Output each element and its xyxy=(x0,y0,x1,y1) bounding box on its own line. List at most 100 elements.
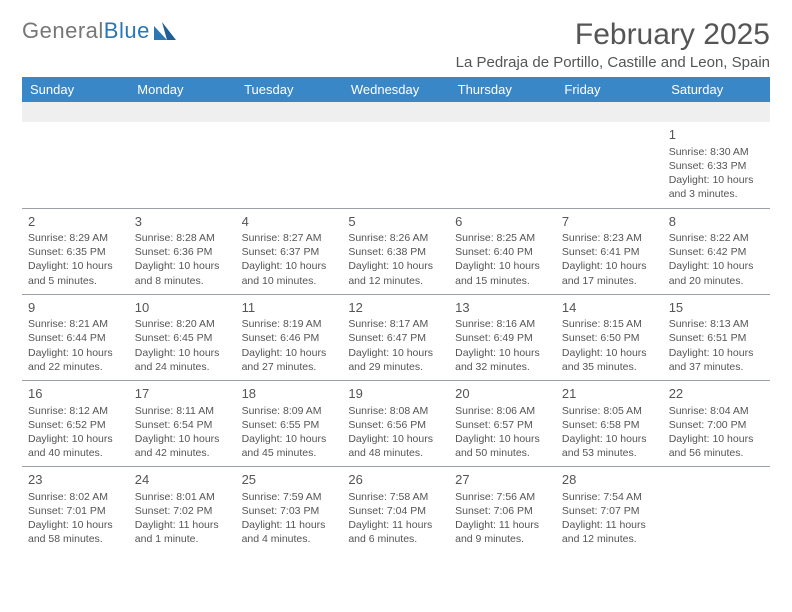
cell-sunrise: Sunrise: 8:09 AM xyxy=(242,404,337,418)
cell-sunrise: Sunrise: 8:23 AM xyxy=(562,231,657,245)
cell-sunset: Sunset: 7:06 PM xyxy=(455,504,550,518)
weekday-header: Monday xyxy=(129,77,236,102)
cell-sunrise: Sunrise: 8:04 AM xyxy=(669,404,764,418)
cell-sunrise: Sunrise: 8:27 AM xyxy=(242,231,337,245)
day-number: 10 xyxy=(135,299,230,317)
calendar-cell: 27Sunrise: 7:56 AMSunset: 7:06 PMDayligh… xyxy=(449,467,556,553)
cell-sunrise: Sunrise: 8:02 AM xyxy=(28,490,123,504)
cell-sunrise: Sunrise: 7:54 AM xyxy=(562,490,657,504)
cell-daylight2: and 42 minutes. xyxy=(135,446,230,460)
day-number: 12 xyxy=(348,299,443,317)
calendar-cell-empty xyxy=(22,102,129,122)
day-number: 17 xyxy=(135,385,230,403)
cell-sunrise: Sunrise: 8:19 AM xyxy=(242,317,337,331)
cell-daylight2: and 50 minutes. xyxy=(455,446,550,460)
calendar-cell-empty xyxy=(342,102,449,122)
cell-sunrise: Sunrise: 8:21 AM xyxy=(28,317,123,331)
cell-sunset: Sunset: 7:02 PM xyxy=(135,504,230,518)
cell-sunset: Sunset: 6:41 PM xyxy=(562,245,657,259)
day-number: 27 xyxy=(455,471,550,489)
cell-daylight1: Daylight: 10 hours xyxy=(669,432,764,446)
day-number: 4 xyxy=(242,213,337,231)
cell-sunset: Sunset: 6:52 PM xyxy=(28,418,123,432)
cell-sunset: Sunset: 6:38 PM xyxy=(348,245,443,259)
calendar-cell: 7Sunrise: 8:23 AMSunset: 6:41 PMDaylight… xyxy=(556,208,663,294)
cell-daylight1: Daylight: 11 hours xyxy=(242,518,337,532)
cell-sunset: Sunset: 6:35 PM xyxy=(28,245,123,259)
month-title: February 2025 xyxy=(456,18,770,52)
calendar-cell xyxy=(556,122,663,208)
cell-daylight2: and 12 minutes. xyxy=(348,274,443,288)
calendar-cell: 5Sunrise: 8:26 AMSunset: 6:38 PMDaylight… xyxy=(342,208,449,294)
cell-sunrise: Sunrise: 8:13 AM xyxy=(669,317,764,331)
cell-daylight1: Daylight: 10 hours xyxy=(135,259,230,273)
cell-sunrise: Sunrise: 8:22 AM xyxy=(669,231,764,245)
day-number: 1 xyxy=(669,126,764,144)
cell-daylight2: and 40 minutes. xyxy=(28,446,123,460)
logo: GeneralBlue xyxy=(22,18,180,44)
calendar-cell-empty xyxy=(663,102,770,122)
cell-sunset: Sunset: 6:44 PM xyxy=(28,331,123,345)
cell-daylight2: and 48 minutes. xyxy=(348,446,443,460)
weekday-header-row: Sunday Monday Tuesday Wednesday Thursday… xyxy=(22,77,770,102)
day-number: 5 xyxy=(348,213,443,231)
cell-sunset: Sunset: 7:01 PM xyxy=(28,504,123,518)
day-number: 26 xyxy=(348,471,443,489)
calendar-cell: 11Sunrise: 8:19 AMSunset: 6:46 PMDayligh… xyxy=(236,294,343,380)
weekday-header: Friday xyxy=(556,77,663,102)
cell-sunrise: Sunrise: 8:20 AM xyxy=(135,317,230,331)
cell-daylight1: Daylight: 10 hours xyxy=(242,432,337,446)
cell-sunrise: Sunrise: 8:25 AM xyxy=(455,231,550,245)
calendar-cell xyxy=(22,122,129,208)
cell-sunset: Sunset: 6:33 PM xyxy=(669,159,764,173)
day-number: 18 xyxy=(242,385,337,403)
calendar-cell: 10Sunrise: 8:20 AMSunset: 6:45 PMDayligh… xyxy=(129,294,236,380)
calendar-cell-empty xyxy=(556,102,663,122)
cell-daylight2: and 37 minutes. xyxy=(669,360,764,374)
cell-daylight1: Daylight: 10 hours xyxy=(669,346,764,360)
calendar-cell: 3Sunrise: 8:28 AMSunset: 6:36 PMDaylight… xyxy=(129,208,236,294)
calendar-cell xyxy=(663,467,770,553)
cell-sunset: Sunset: 7:04 PM xyxy=(348,504,443,518)
cell-daylight1: Daylight: 10 hours xyxy=(562,432,657,446)
cell-daylight2: and 45 minutes. xyxy=(242,446,337,460)
cell-daylight2: and 27 minutes. xyxy=(242,360,337,374)
day-number: 25 xyxy=(242,471,337,489)
calendar-cell: 9Sunrise: 8:21 AMSunset: 6:44 PMDaylight… xyxy=(22,294,129,380)
cell-sunrise: Sunrise: 7:58 AM xyxy=(348,490,443,504)
cell-sunset: Sunset: 6:50 PM xyxy=(562,331,657,345)
cell-daylight1: Daylight: 11 hours xyxy=(562,518,657,532)
cell-daylight1: Daylight: 10 hours xyxy=(28,432,123,446)
calendar-cell xyxy=(449,122,556,208)
cell-sunset: Sunset: 6:57 PM xyxy=(455,418,550,432)
weekday-header: Sunday xyxy=(22,77,129,102)
cell-daylight1: Daylight: 10 hours xyxy=(455,432,550,446)
cell-daylight2: and 22 minutes. xyxy=(28,360,123,374)
day-number: 8 xyxy=(669,213,764,231)
cell-sunset: Sunset: 6:55 PM xyxy=(242,418,337,432)
cell-daylight1: Daylight: 10 hours xyxy=(562,346,657,360)
weekday-header: Saturday xyxy=(663,77,770,102)
day-number: 11 xyxy=(242,299,337,317)
weekday-header: Tuesday xyxy=(236,77,343,102)
calendar-cell: 28Sunrise: 7:54 AMSunset: 7:07 PMDayligh… xyxy=(556,467,663,553)
cell-sunrise: Sunrise: 8:06 AM xyxy=(455,404,550,418)
calendar-cell: 1Sunrise: 8:30 AMSunset: 6:33 PMDaylight… xyxy=(663,122,770,208)
logo-text-blue: Blue xyxy=(104,18,150,44)
day-number: 28 xyxy=(562,471,657,489)
cell-daylight2: and 58 minutes. xyxy=(28,532,123,546)
cell-daylight1: Daylight: 10 hours xyxy=(669,259,764,273)
day-number: 16 xyxy=(28,385,123,403)
calendar-cell-empty xyxy=(129,102,236,122)
cell-sunset: Sunset: 7:00 PM xyxy=(669,418,764,432)
calendar-row: 23Sunrise: 8:02 AMSunset: 7:01 PMDayligh… xyxy=(22,467,770,553)
weekday-header: Wednesday xyxy=(342,77,449,102)
day-number: 20 xyxy=(455,385,550,403)
day-number: 3 xyxy=(135,213,230,231)
cell-daylight2: and 24 minutes. xyxy=(135,360,230,374)
calendar-cell-empty xyxy=(236,102,343,122)
cell-sunrise: Sunrise: 8:29 AM xyxy=(28,231,123,245)
calendar-row: 9Sunrise: 8:21 AMSunset: 6:44 PMDaylight… xyxy=(22,294,770,380)
cell-daylight1: Daylight: 11 hours xyxy=(135,518,230,532)
calendar-cell: 25Sunrise: 7:59 AMSunset: 7:03 PMDayligh… xyxy=(236,467,343,553)
